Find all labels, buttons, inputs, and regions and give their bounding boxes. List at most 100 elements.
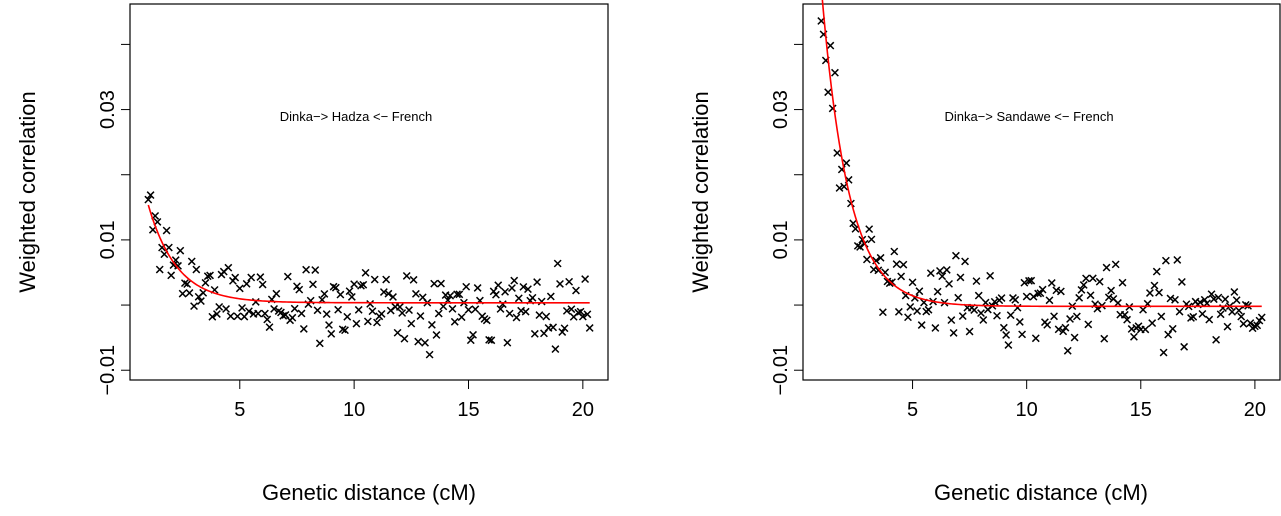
data-point [224,263,233,272]
data-point [1228,307,1237,316]
data-point [492,290,500,299]
data-point [432,331,441,339]
data-point [528,293,537,302]
data-point [954,293,963,302]
data-point [512,313,521,322]
data-point [373,318,381,327]
data-point [508,284,516,292]
data-point [222,305,230,313]
data-point [272,289,281,298]
data-point [1157,312,1166,321]
data-point [1180,342,1189,351]
data-point [421,338,429,347]
data-point [1047,279,1056,287]
data-point [409,275,418,284]
data-point [354,305,363,314]
data-point [1203,299,1211,308]
plot-frame [129,3,609,381]
data-point [885,279,894,288]
data-point [384,289,393,298]
data-point [1075,293,1084,302]
data-point [913,307,922,315]
data-point [183,280,192,289]
data-point [329,282,338,291]
data-point [1123,315,1132,324]
data-point [208,312,217,321]
data-point [331,283,340,292]
data-point [1043,320,1052,329]
data-point [535,311,544,320]
data-point [1141,325,1150,334]
data-point [977,309,985,318]
data-point [279,311,288,320]
chart-panel-2: Dinka−> Sandawe <− French Genetic distan… [688,0,1281,505]
data-point [1088,274,1097,283]
data-point [302,265,311,274]
y-axis: −0.01 0.01 0.03 [770,43,803,396]
data-point [1187,314,1195,322]
x-axis-title: Genetic distance (cM) [262,480,476,505]
data-point [824,88,833,97]
data-point [849,219,858,228]
data-point [924,305,933,314]
data-point [1006,311,1015,320]
data-point [581,275,590,284]
data-point [382,275,391,284]
data-point [309,280,317,289]
data-point [1237,312,1246,321]
data-point [842,159,851,167]
data-point [899,260,908,269]
x-tick-label: 5 [234,399,245,421]
x-tick-label: 15 [457,399,479,421]
data-point [1200,295,1209,304]
data-point [997,294,1006,302]
data-point [185,289,194,297]
data-point [856,243,864,251]
data-point [1114,299,1122,307]
data-point [503,338,512,347]
data-point [562,306,571,315]
data-point [853,241,862,250]
data-point [288,313,297,322]
data-point [926,269,935,278]
x-axis-title: Genetic distance (cM) [934,480,1148,505]
data-point [1100,334,1109,343]
data-point [455,290,464,299]
fit-curve [821,0,1262,308]
x-axis: 5 10 15 20 [234,380,594,421]
data-point [572,286,580,295]
data-point [878,308,887,317]
data-point [945,279,953,288]
data-point [894,307,903,316]
y-tick-label: 0.03 [770,90,792,129]
data-point [1102,263,1111,272]
data-point [951,251,960,260]
data-point [469,330,477,339]
data-point [471,305,480,314]
data-point [359,280,368,289]
data-point [1148,319,1157,328]
data-point [439,302,448,311]
data-point [1239,319,1248,328]
data-point [576,307,585,316]
data-point [446,291,455,300]
data-point [876,253,885,262]
data-point [336,290,345,299]
data-point [466,336,475,345]
data-point [835,184,844,192]
data-point [505,309,514,318]
data-point [402,271,411,280]
data-point [1070,333,1079,342]
data-point [1216,310,1225,319]
data-point [393,328,402,337]
data-point [1168,324,1177,333]
data-point [176,246,185,255]
data-point [320,289,329,298]
data-point [1145,289,1154,297]
data-point [1077,285,1086,294]
data-point [1086,291,1095,300]
data-point [357,281,365,290]
data-point [972,277,981,286]
data-point [867,235,876,244]
data-point [231,273,240,282]
